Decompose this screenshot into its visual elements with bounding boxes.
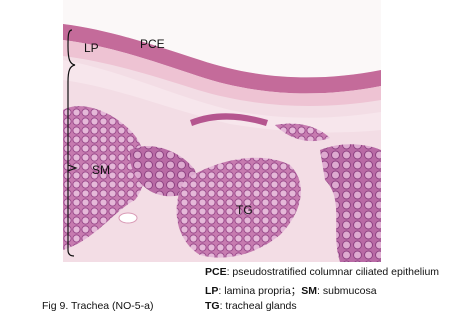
legend-abbr: TG	[205, 300, 220, 312]
legend-row: TG: tracheal glands	[205, 300, 297, 312]
legend-text: : lamina propria；	[218, 285, 302, 297]
legend-abbr: SM	[301, 285, 318, 297]
label-pce: PCE	[140, 37, 165, 51]
legend-text: : submucosa	[317, 285, 377, 297]
label-tg: TG	[236, 203, 253, 217]
legend-text: : pseudostratified columnar ciliated epi…	[226, 266, 440, 278]
caption: Fig 9. Trachea (NO-5-a)	[42, 300, 154, 312]
legend-abbr: LP	[205, 285, 219, 297]
legend-row: PCE: pseudostratified columnar ciliated …	[205, 266, 439, 278]
legend-text: : tracheal glands	[219, 300, 297, 312]
micrograph: PCE LP SM TG	[63, 0, 381, 262]
legend-abbr: PCE	[205, 266, 227, 278]
label-sm: SM	[92, 163, 110, 177]
legend-row: LP: lamina propria；SM: submucosa	[205, 283, 377, 298]
label-lp: LP	[84, 41, 99, 55]
